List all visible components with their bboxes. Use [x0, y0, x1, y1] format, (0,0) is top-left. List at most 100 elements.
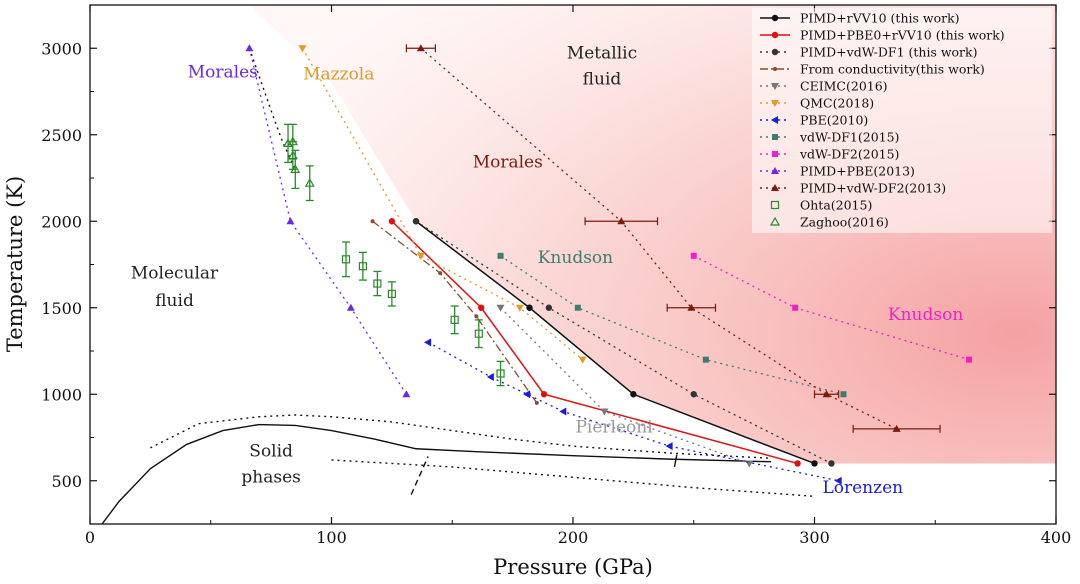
data-point	[416, 44, 425, 52]
data-point	[346, 303, 355, 311]
legend-marker	[771, 83, 779, 90]
series-line-7	[500, 255, 844, 395]
legend-marker	[771, 31, 779, 39]
data-point	[828, 460, 835, 467]
boundary-short-solid	[673, 454, 678, 468]
x-axis-label: Pressure (GPa)	[493, 555, 653, 579]
legend-marker	[770, 200, 780, 210]
legend-background	[752, 8, 1052, 233]
data-point	[794, 460, 801, 467]
series-9	[245, 44, 411, 398]
legend-label: CEIMC(2016)	[800, 79, 888, 94]
data-point	[416, 252, 425, 260]
data-point	[534, 400, 539, 405]
data-point	[358, 262, 367, 271]
data-point	[545, 304, 553, 311]
data-point	[496, 369, 505, 378]
data-point	[892, 424, 901, 432]
data-point	[559, 407, 567, 416]
annotation-label: Knudson	[888, 305, 963, 325]
legend-marker	[772, 134, 778, 140]
data-point	[412, 218, 420, 225]
data-point	[811, 460, 818, 467]
series-line-3	[372, 220, 538, 404]
legend-entry: vdW-DF1(2015)	[760, 130, 899, 145]
annotation-label: Metallic	[567, 44, 637, 64]
data-point	[526, 304, 533, 311]
series-2	[412, 218, 835, 467]
series-5	[298, 45, 587, 364]
legend-entry: PIMD+PBE0+rVV10 (this work)	[760, 28, 1005, 43]
data-point	[286, 217, 295, 225]
x-tick-label: 0	[85, 528, 95, 547]
legend-marker	[771, 167, 779, 174]
data-point	[304, 177, 315, 187]
data-point	[438, 271, 443, 276]
annotation-label: fluid	[583, 70, 622, 90]
data-point	[665, 442, 673, 451]
series-6	[424, 338, 842, 485]
x-tick-label: 200	[558, 528, 589, 547]
legend-entry: PIMD+PBE(2013)	[760, 164, 915, 179]
series-10	[405, 44, 941, 433]
series-line-4	[500, 307, 750, 465]
y-tick-label: 2500	[41, 126, 82, 145]
data-point	[370, 219, 375, 224]
legend-label: PIMD+vdW-DF2(2013)	[800, 181, 946, 196]
legend-entry: CEIMC(2016)	[760, 79, 888, 94]
series-12	[282, 123, 315, 202]
y-tick-label: 1000	[41, 385, 82, 404]
legend-entry: PIMD+vdW-DF2(2013)	[760, 181, 946, 196]
data-point	[290, 164, 301, 173]
annotation-label: Morales	[473, 153, 543, 173]
legend-marker	[771, 14, 779, 22]
series-line-1	[391, 220, 798, 465]
y-tick-label: 2000	[41, 212, 82, 231]
series-line-5	[301, 47, 584, 361]
annotation-label: Morales	[188, 63, 258, 83]
boundary-morales-curve	[248, 48, 296, 170]
legend-label: PIMD+PBE0+rVV10 (this work)	[800, 28, 1005, 43]
legend-label: vdW-DF2(2015)	[799, 147, 899, 162]
series-7	[497, 252, 847, 398]
data-point	[840, 391, 847, 398]
series-11	[341, 241, 505, 387]
legend-entry: PIMD+rVV10 (this work)	[760, 11, 960, 26]
legend-marker	[771, 48, 779, 56]
y-axis-label: Temperature (K)	[3, 176, 27, 352]
data-point	[496, 304, 505, 312]
data-point	[600, 408, 609, 416]
annotation-label: Lorenzen	[822, 478, 903, 498]
data-point	[388, 218, 396, 225]
legend-label: From conductivity(this work)	[800, 62, 985, 77]
data-point	[486, 372, 494, 381]
legend-entry: From conductivity(this work)	[760, 62, 985, 77]
data-point	[702, 356, 709, 363]
legend-entry: PIMD+vdW-DF1 (this work)	[760, 45, 977, 60]
legend-entry: Ohta(2015)	[770, 198, 872, 213]
data-point	[617, 217, 626, 225]
series-line-2	[415, 220, 832, 465]
data-point	[690, 252, 697, 259]
series-line-0	[415, 220, 815, 465]
data-point	[630, 391, 637, 398]
data-point	[474, 314, 479, 319]
legend-label: PIMD+rVV10 (this work)	[800, 11, 960, 26]
legend-entry: QMC(2018)	[760, 96, 874, 111]
series-line-8	[693, 255, 970, 361]
annotation-label: Solid	[249, 442, 293, 462]
legend-label: PIMD+vdW-DF1 (this work)	[800, 45, 977, 60]
boundary-vertical-dash	[410, 456, 429, 495]
data-point	[450, 315, 459, 324]
legend-entry: vdW-DF2(2015)	[760, 147, 899, 162]
legend-marker	[769, 216, 781, 226]
data-point	[574, 304, 581, 311]
data-point	[497, 252, 504, 259]
data-point	[424, 338, 432, 347]
data-point	[298, 45, 307, 53]
legend-label: QMC(2018)	[800, 96, 874, 111]
legend-label: vdW-DF1(2015)	[799, 130, 899, 145]
legend-marker	[771, 116, 778, 124]
data-point	[245, 44, 254, 52]
